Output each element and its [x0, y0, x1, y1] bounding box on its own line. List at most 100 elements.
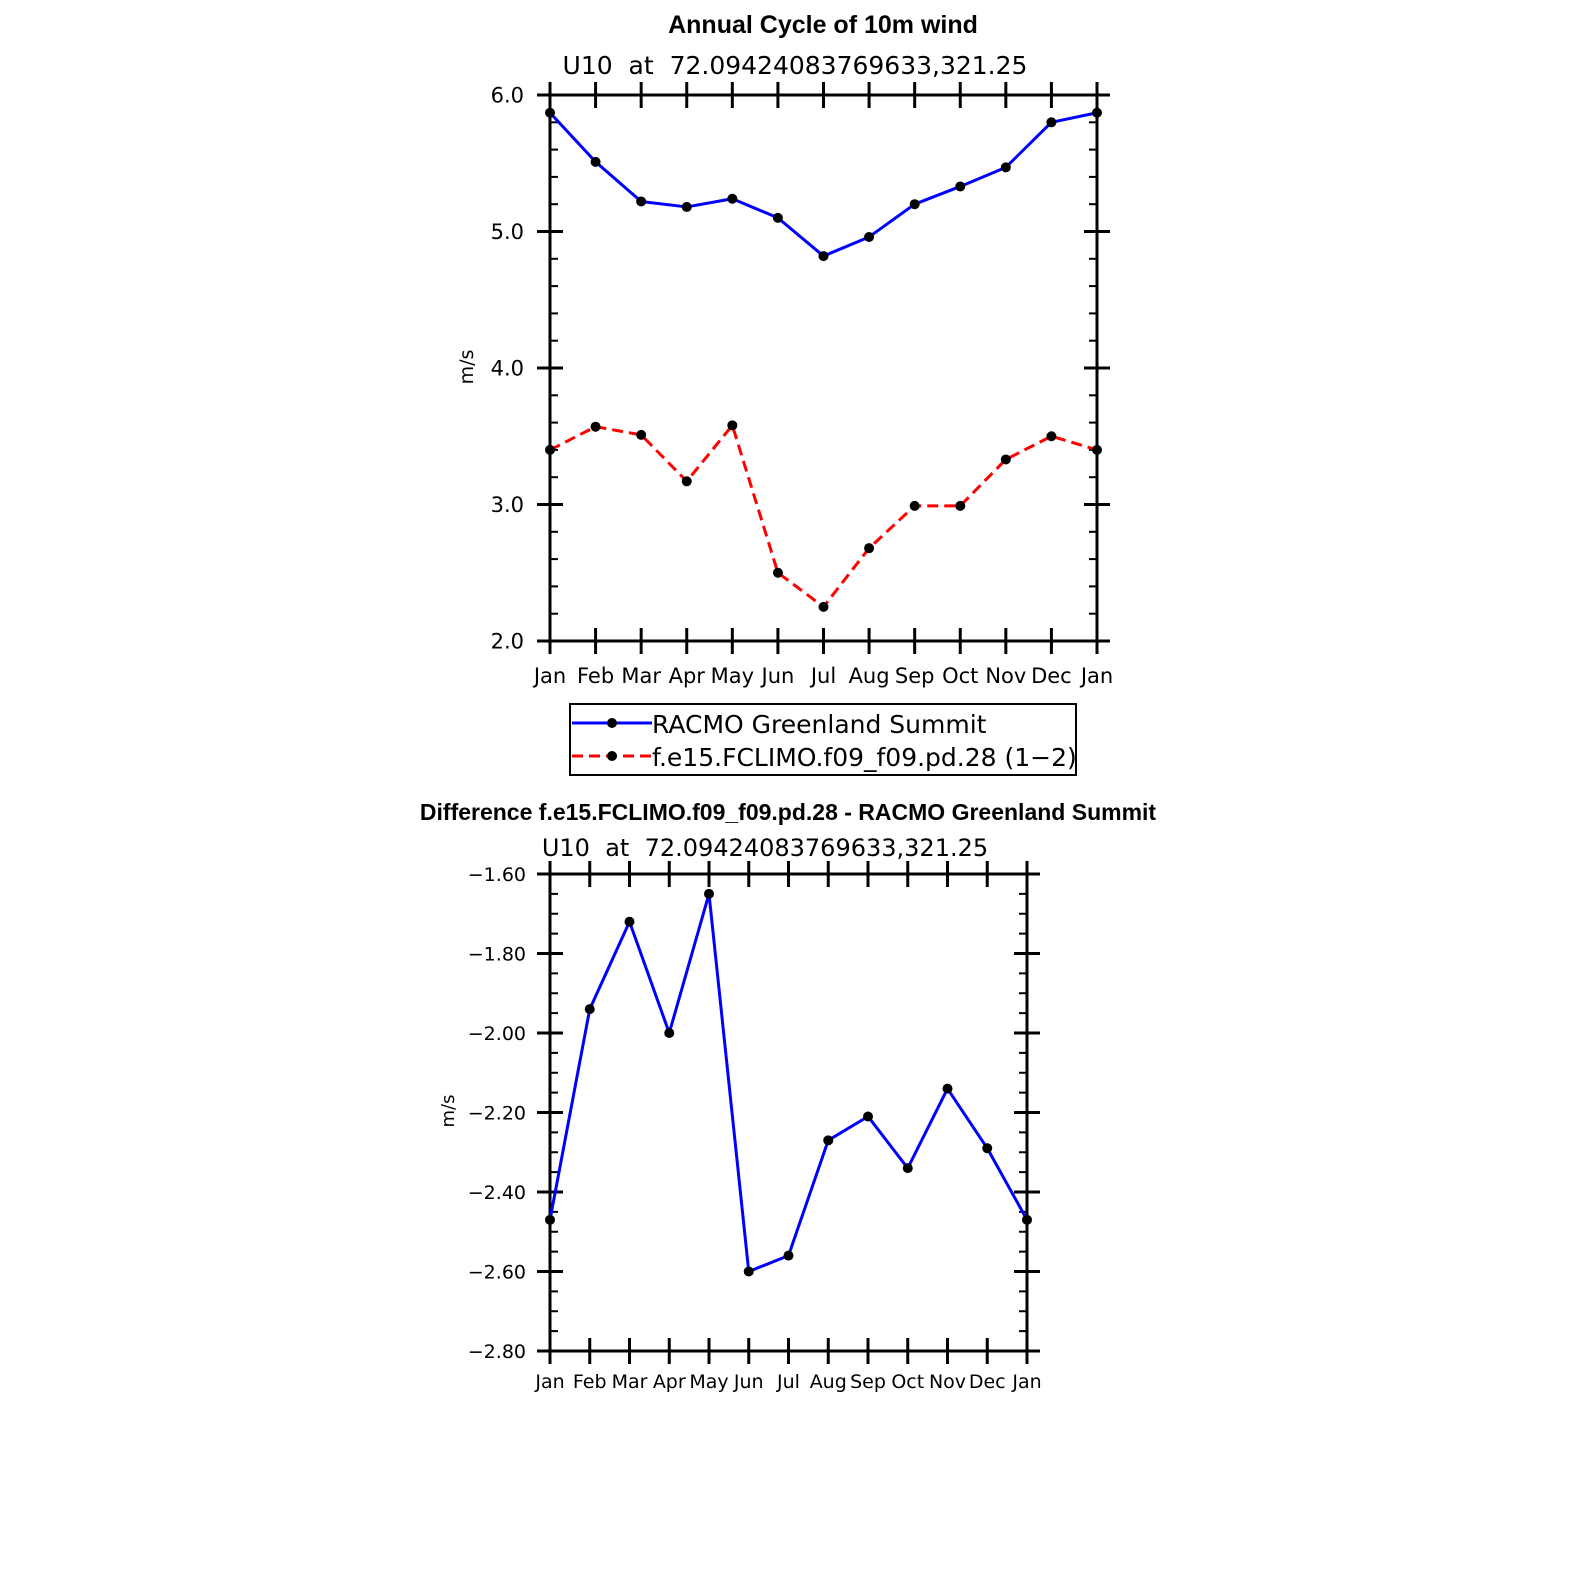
y-tick-label: −2.80 — [468, 1341, 526, 1363]
series-0-point — [664, 1028, 675, 1038]
chart1-title: Annual Cycle of 10m wind — [668, 11, 978, 39]
y-tick-label: 5.0 — [491, 220, 524, 244]
series-0-point — [681, 201, 692, 212]
series-0-point — [1022, 1214, 1032, 1225]
chart1-series — [545, 107, 1102, 612]
y-tick-label: −1.80 — [468, 943, 526, 965]
x-tick-label: Dec — [1031, 664, 1072, 688]
x-tick-label: Feb — [577, 664, 614, 688]
y-tick-label: −2.60 — [468, 1261, 526, 1283]
y-tick-label: −1.60 — [468, 864, 526, 886]
x-tick-label: Jan — [1011, 1371, 1041, 1393]
x-tick-label: Aug — [849, 664, 890, 688]
series-line-0 — [548, 892, 1029, 1273]
chart1-x-tick-labels: Jan Feb Mar Apr May Jun Jul Aug Sep Oct Nov Dec Jan — [532, 664, 1113, 688]
chart1-y-tick-labels: 2.0 3.0 4.0 5.0 6.0 — [491, 84, 524, 654]
series-0-point — [704, 888, 714, 899]
difference-chart: Difference f.e15.FCLIMO.f09_f09.pd.28 - … — [420, 799, 1156, 1393]
y-tick-label: 4.0 — [491, 357, 524, 381]
legend-racmo-label: RACMO Greenland Summit — [652, 710, 987, 739]
series-0-point — [772, 212, 783, 223]
x-tick-label: Apr — [669, 664, 706, 688]
y-tick-label: −2.00 — [468, 1023, 526, 1045]
series-0-point — [909, 199, 920, 210]
x-tick-label: Oct — [942, 664, 978, 688]
x-tick-label: Mar — [612, 1371, 648, 1393]
x-tick-label: May — [711, 664, 754, 688]
series-0-point — [1092, 107, 1102, 118]
series-0-point — [982, 1143, 993, 1154]
annual-cycle-chart: Annual Cycle of 10m wind U10 at 72.09424… — [456, 11, 1113, 776]
series-1-point — [864, 543, 875, 554]
chart2-title: Difference f.e15.FCLIMO.f09_f09.pd.28 - … — [420, 799, 1156, 825]
series-1-point — [590, 421, 601, 432]
chart2-ylabel: m/s — [438, 1095, 459, 1128]
x-tick-label: Jan — [534, 1371, 564, 1393]
x-tick-label: May — [689, 1371, 728, 1393]
series-0-point — [743, 1266, 754, 1277]
chart2-plot-frame — [548, 872, 1029, 1353]
x-tick-label: Jun — [733, 1371, 764, 1393]
series-1-point — [772, 567, 783, 578]
series-0-point — [902, 1163, 913, 1174]
series-1-point — [1046, 431, 1057, 442]
series-0-point — [823, 1135, 834, 1146]
series-0-point — [864, 231, 875, 242]
series-0-point — [636, 196, 647, 207]
series-0-point — [1000, 162, 1011, 173]
chart1-legend: RACMO Greenland Summit f.e15.FCLIMO.f09_… — [569, 703, 1077, 776]
legend-model-swatch-marker — [607, 751, 617, 761]
series-0-point — [1046, 117, 1057, 128]
chart1-ylabel: m/s — [456, 350, 478, 385]
series-1-point — [681, 476, 692, 487]
series-0-point — [545, 107, 555, 118]
series-1-point — [727, 420, 738, 431]
y-tick-label: 6.0 — [491, 84, 524, 108]
y-tick-label: −2.20 — [468, 1102, 526, 1124]
x-tick-label: Jun — [760, 664, 795, 688]
series-0-point — [727, 193, 738, 204]
x-tick-label: Jul — [809, 664, 836, 688]
series-0-point — [545, 1214, 555, 1225]
x-tick-label: Jan — [532, 664, 566, 688]
series-1-point — [955, 500, 966, 511]
x-tick-label: Apr — [653, 1371, 686, 1393]
chart1-ticks — [537, 82, 1110, 654]
legend-racmo-swatch-marker — [607, 718, 617, 728]
x-tick-label: Oct — [891, 1371, 924, 1393]
chart2-y-tick-labels: −2.80 −2.60 −2.40 −2.20 −2.00 −1.80 −1.60 — [468, 864, 526, 1363]
series-1-point — [545, 444, 555, 455]
series-1-point — [1000, 454, 1011, 465]
series-0-point — [584, 1004, 595, 1015]
series-0-point — [783, 1250, 794, 1261]
series-1-point — [636, 429, 647, 440]
series-1-point — [1092, 444, 1102, 455]
x-tick-label: Nov — [985, 664, 1026, 688]
x-tick-label: Jul — [776, 1371, 800, 1393]
series-0-point — [863, 1111, 873, 1122]
series-0-point — [590, 156, 601, 167]
legend-model-label: f.e15.FCLIMO.f09_f09.pd.28 (1−2) — [652, 743, 1077, 772]
chart2-subtitle: U10 at 72.09424083769633,321.25 — [542, 834, 988, 862]
x-tick-label: Dec — [969, 1371, 1006, 1393]
y-tick-label: −2.40 — [468, 1182, 526, 1204]
chart2-x-tick-labels: Jan Feb Mar Apr May Jun Jul Aug Sep Oct Nov Dec Jan — [534, 1371, 1041, 1393]
chart2-series — [545, 888, 1032, 1277]
series-line-0 — [548, 111, 1098, 258]
series-0-point — [955, 181, 966, 192]
series-0-point — [818, 251, 829, 262]
series-1-point — [909, 500, 920, 511]
chart1-plot-frame — [548, 93, 1099, 643]
series-1-point — [818, 601, 829, 612]
x-tick-label: Sep — [850, 1371, 886, 1393]
y-tick-label: 2.0 — [491, 630, 524, 654]
series-line-1 — [549, 423, 1098, 609]
series-0-point — [942, 1083, 953, 1094]
chart1-subtitle: U10 at 72.09424083769633,321.25 — [563, 51, 1028, 80]
x-tick-label: Aug — [810, 1371, 847, 1393]
legend-box — [569, 703, 1077, 776]
x-tick-label: Sep — [895, 664, 935, 688]
y-tick-label: 3.0 — [491, 493, 524, 517]
series-0-point — [624, 916, 635, 927]
